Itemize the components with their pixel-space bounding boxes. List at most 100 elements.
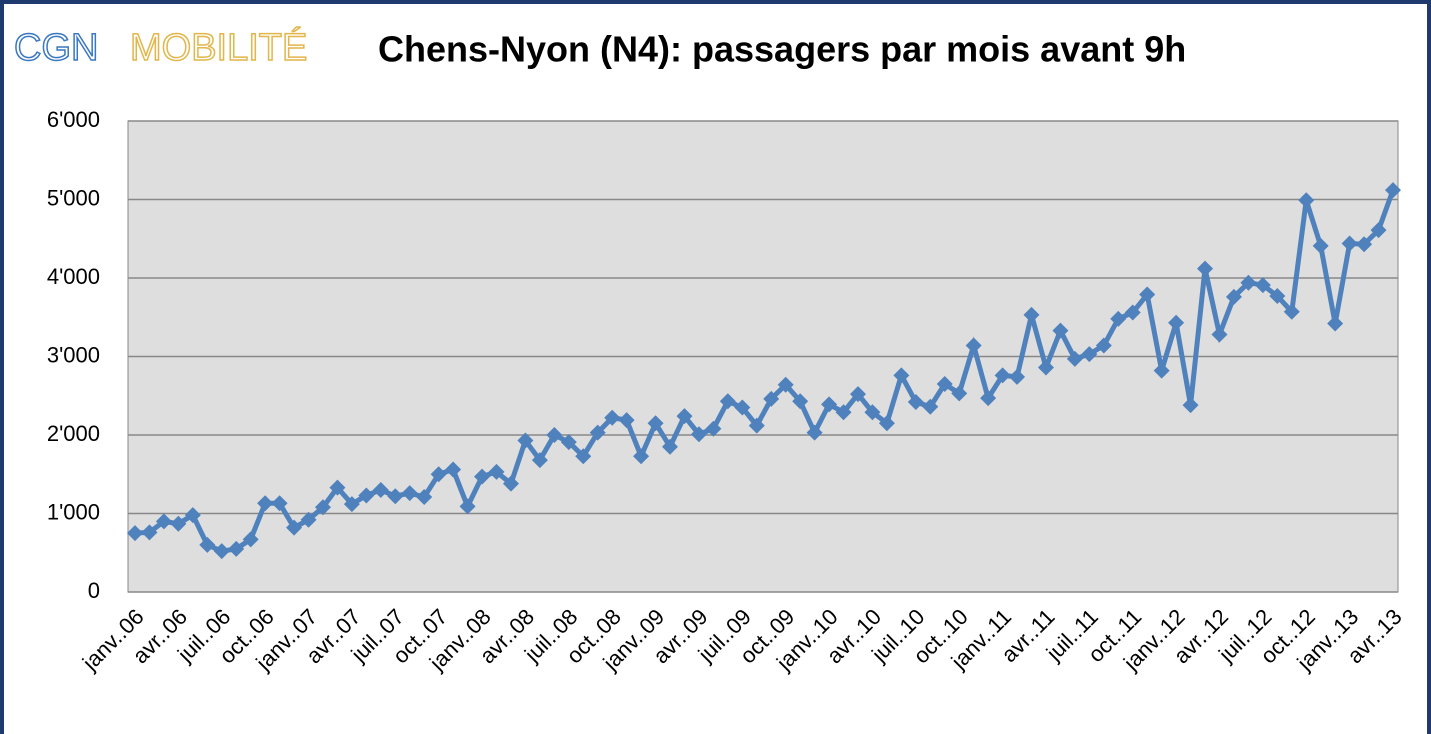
marker xyxy=(575,448,592,465)
y-tick-label: 1'000 xyxy=(47,499,100,524)
marker xyxy=(965,337,982,354)
marker xyxy=(127,525,143,542)
marker xyxy=(1298,192,1315,209)
marker xyxy=(329,479,346,496)
marker xyxy=(1066,350,1083,367)
marker xyxy=(936,375,953,392)
marker xyxy=(1009,368,1026,385)
y-tick-label: 2'000 xyxy=(47,421,100,446)
marker xyxy=(459,498,476,515)
marker xyxy=(1081,346,1098,363)
marker xyxy=(893,367,910,384)
marker xyxy=(1197,260,1214,277)
marker xyxy=(633,448,650,465)
marker xyxy=(1110,310,1127,327)
logo-left: CGN xyxy=(14,27,98,69)
marker xyxy=(170,515,187,532)
marker xyxy=(676,408,693,425)
marker xyxy=(806,424,823,441)
marker xyxy=(531,452,548,469)
logo-right: MOBILITÉ xyxy=(130,26,307,69)
marker xyxy=(1327,315,1344,332)
marker xyxy=(734,399,751,416)
marker xyxy=(922,398,939,415)
y-tick-label: 6'000 xyxy=(47,107,100,132)
marker xyxy=(199,536,216,553)
marker xyxy=(560,434,577,451)
marker xyxy=(1254,277,1271,294)
marker xyxy=(1283,303,1300,320)
marker xyxy=(980,390,997,407)
marker xyxy=(1240,274,1257,291)
marker xyxy=(878,415,895,432)
marker xyxy=(994,367,1011,384)
marker xyxy=(546,427,563,443)
marker xyxy=(1168,314,1185,331)
marker xyxy=(300,511,317,528)
marker xyxy=(1153,362,1170,379)
marker xyxy=(662,438,679,455)
marker xyxy=(951,385,968,402)
marker xyxy=(286,519,303,536)
marker xyxy=(372,481,389,498)
marker xyxy=(488,463,505,480)
marker xyxy=(777,376,794,393)
marker xyxy=(864,404,881,421)
y-tick-label: 5'000 xyxy=(47,185,100,210)
marker xyxy=(719,393,736,410)
marker xyxy=(690,426,707,443)
marker xyxy=(184,507,201,524)
marker xyxy=(517,432,534,449)
marker xyxy=(604,409,621,426)
chart-title: Chens-Nyon (N4): passagers par mois avan… xyxy=(378,29,1186,70)
marker xyxy=(314,499,331,516)
marker xyxy=(1385,182,1401,199)
marker xyxy=(618,412,635,429)
marker xyxy=(1312,237,1329,254)
line xyxy=(134,189,1396,554)
marker xyxy=(1124,304,1141,321)
marker xyxy=(1269,288,1286,305)
marker xyxy=(821,396,838,413)
marker xyxy=(705,420,722,437)
marker xyxy=(242,531,259,548)
marker xyxy=(343,496,360,513)
marker xyxy=(1211,326,1228,343)
marker xyxy=(228,540,245,557)
marker xyxy=(849,386,866,403)
y-tick-label: 3'000 xyxy=(47,342,100,367)
y-tick-label: 4'000 xyxy=(47,264,100,289)
marker xyxy=(387,488,404,505)
marker xyxy=(271,495,288,512)
marker xyxy=(647,415,664,432)
marker xyxy=(792,393,809,410)
marker xyxy=(1225,288,1242,305)
marker xyxy=(1182,397,1199,414)
marker xyxy=(430,466,447,483)
marker xyxy=(1370,222,1387,239)
marker xyxy=(416,489,433,506)
marker xyxy=(1052,322,1069,339)
marker xyxy=(1341,235,1358,252)
marker xyxy=(835,404,852,421)
marker xyxy=(1356,236,1373,253)
marker xyxy=(474,468,491,485)
marker xyxy=(748,417,765,434)
marker xyxy=(445,461,462,478)
marker xyxy=(502,475,519,492)
marker xyxy=(257,495,274,512)
marker xyxy=(155,513,172,530)
marker xyxy=(907,394,924,411)
marker xyxy=(1037,359,1054,376)
marker xyxy=(1139,286,1156,303)
marker xyxy=(401,485,418,502)
marker xyxy=(358,487,375,504)
marker xyxy=(141,524,158,541)
marker xyxy=(1095,337,1112,354)
marker xyxy=(1023,306,1040,323)
marker xyxy=(763,390,780,407)
marker xyxy=(589,424,606,441)
y-tick-label: 0 xyxy=(88,578,100,603)
